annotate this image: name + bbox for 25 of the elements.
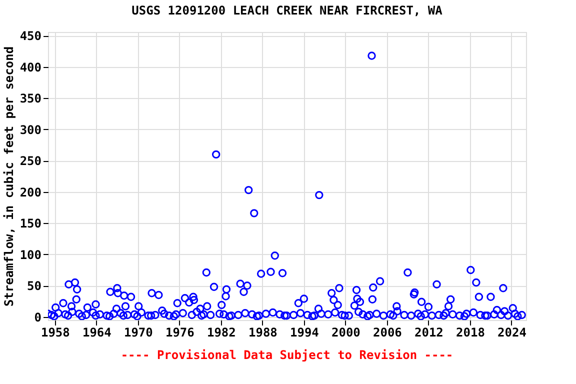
x-tick-label: 1982 (206, 326, 236, 340)
x-tick-label: 1994 (290, 326, 319, 340)
y-tick-label: 250 (20, 154, 42, 168)
x-tick-label: 1988 (248, 326, 278, 340)
y-tick-label: 350 (20, 92, 42, 106)
y-tick-label: 150 (20, 216, 42, 231)
x-tick-label: 2024 (498, 326, 526, 340)
x-tick-label: 2000 (332, 326, 360, 340)
x-tick-label: 1958 (40, 326, 70, 340)
y-tick-label: 300 (20, 122, 42, 137)
x-tick-label: 2006 (373, 326, 402, 340)
y-tick-label: 400 (20, 60, 42, 74)
text: ---- Provisional Data Subject to Revision ---- (120, 348, 454, 362)
y-tick-label: 450 (20, 29, 42, 44)
x-tick-label: 1976 (165, 326, 194, 340)
x-tick-label: 2018 (456, 326, 485, 340)
y-axis-title: Streamflow, in cubic feet per second (2, 46, 16, 307)
y-tick-label: 200 (20, 185, 42, 200)
y-tick-label: 50 (27, 279, 42, 294)
y-tick-label: 0 (34, 310, 42, 324)
y-tick-label: 100 (20, 248, 42, 262)
x-tick-label: 2012 (414, 326, 444, 340)
x-tick-label: 1970 (124, 326, 153, 340)
x-tick-label: 1964 (82, 326, 112, 340)
chart-title: USGS 12091200 LEACH CREEK NEAR FIRCREST, WA (132, 4, 444, 18)
